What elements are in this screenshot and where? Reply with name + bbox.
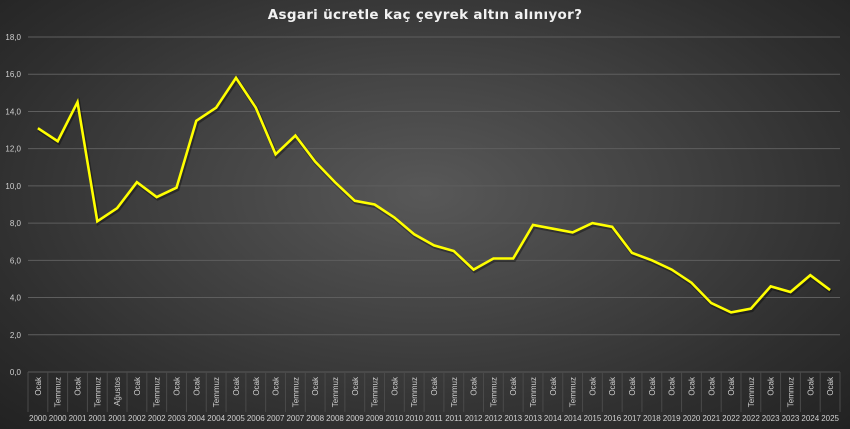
x-month-label: Ocak bbox=[608, 376, 617, 396]
x-month-label: Ocak bbox=[390, 376, 399, 396]
y-tick-label: 6,0 bbox=[10, 256, 22, 265]
x-year-label: 2014 bbox=[544, 414, 562, 423]
x-month-label: Ocak bbox=[133, 376, 142, 396]
x-month-label: Ocak bbox=[668, 376, 677, 396]
x-year-label: 2008 bbox=[306, 414, 324, 423]
x-month-label: Ocak bbox=[252, 376, 261, 396]
x-year-label: 2013 bbox=[504, 414, 522, 423]
x-month-label: Temmuz bbox=[212, 377, 221, 407]
x-month-label: Ocak bbox=[430, 376, 439, 396]
x-year-label: 2005 bbox=[227, 414, 245, 423]
x-year-label: 2013 bbox=[524, 414, 542, 423]
x-year-label: 2004 bbox=[207, 414, 225, 423]
x-year-label: 2018 bbox=[643, 414, 661, 423]
x-month-label: Ocak bbox=[826, 376, 835, 396]
x-year-label: 2000 bbox=[49, 414, 67, 423]
x-month-label: Temmuz bbox=[54, 377, 63, 407]
x-year-label: 2002 bbox=[128, 414, 146, 423]
x-year-label: 2001 bbox=[108, 414, 126, 423]
x-month-label: Ocak bbox=[351, 376, 360, 396]
x-month-label: Temmuz bbox=[410, 377, 419, 407]
x-year-label: 2015 bbox=[584, 414, 602, 423]
x-month-label: Ocak bbox=[806, 376, 815, 396]
chart-title: Asgari ücretle kaç çeyrek altın alınıyor… bbox=[267, 7, 583, 23]
x-year-label: 2023 bbox=[782, 414, 800, 423]
x-month-label: Temmuz bbox=[93, 377, 102, 407]
x-month-label: Ocak bbox=[767, 376, 776, 396]
x-year-label: 2002 bbox=[148, 414, 166, 423]
y-tick-label: 14,0 bbox=[5, 107, 21, 116]
x-month-label: Temmuz bbox=[371, 377, 380, 407]
series-line bbox=[37, 75, 831, 314]
x-month-label: Ocak bbox=[272, 376, 281, 396]
y-axis: 0,0 2,0 4,0 6,0 8,0 10,0 12,0 14,0 16,0 18,0 bbox=[5, 33, 21, 377]
x-month-label: Ocak bbox=[707, 376, 716, 396]
x-year-label: 2003 bbox=[168, 414, 186, 423]
x-year-label: 2019 bbox=[663, 414, 681, 423]
x-year-label: 2001 bbox=[88, 414, 106, 423]
x-year-label: 2009 bbox=[366, 414, 384, 423]
x-month-label: Ocak bbox=[470, 376, 479, 396]
x-month-label: Temmuz bbox=[529, 377, 538, 407]
x-year-label: 2009 bbox=[346, 414, 364, 423]
x-year-label: 2022 bbox=[742, 414, 760, 423]
x-month-label: Ocak bbox=[648, 376, 657, 396]
x-year-label: 2008 bbox=[326, 414, 344, 423]
x-year-label: 2012 bbox=[465, 414, 483, 423]
y-tick-label: 18,0 bbox=[5, 33, 21, 42]
x-year-label: 2011 bbox=[445, 414, 463, 423]
x-month-label: Ağustos bbox=[113, 377, 122, 406]
y-tick-label: 8,0 bbox=[10, 219, 22, 228]
x-month-label: Ocak bbox=[311, 376, 320, 396]
x-year-label: 2007 bbox=[286, 414, 304, 423]
x-year-label: 2023 bbox=[762, 414, 780, 423]
x-year-label: 2014 bbox=[564, 414, 582, 423]
x-year-label: 2024 bbox=[801, 414, 819, 423]
x-year-label: 2012 bbox=[485, 414, 503, 423]
x-year-label: 2010 bbox=[385, 414, 403, 423]
x-year-label: 2006 bbox=[247, 414, 265, 423]
y-tick-label: 0,0 bbox=[10, 368, 22, 377]
x-year-label: 2010 bbox=[405, 414, 423, 423]
x-month-label: Temmuz bbox=[291, 377, 300, 407]
x-year-label: 2017 bbox=[623, 414, 641, 423]
x-month-label: Ocak bbox=[34, 376, 43, 396]
y-tick-label: 2,0 bbox=[10, 331, 22, 340]
y-tick-label: 16,0 bbox=[5, 70, 21, 79]
x-month-label: Temmuz bbox=[489, 377, 498, 407]
x-month-label: Temmuz bbox=[331, 377, 340, 407]
x-year-label: 2021 bbox=[702, 414, 720, 423]
x-month-label: Temmuz bbox=[450, 377, 459, 407]
x-year-label: 2007 bbox=[267, 414, 285, 423]
x-year-label: 2020 bbox=[683, 414, 701, 423]
x-year-label: 2001 bbox=[69, 414, 87, 423]
y-tick-label: 4,0 bbox=[10, 294, 22, 303]
y-tick-label: 12,0 bbox=[5, 145, 21, 154]
x-month-label: Ocak bbox=[628, 376, 637, 396]
x-year-label: 2016 bbox=[603, 414, 621, 423]
x-month-label: Temmuz bbox=[153, 377, 162, 407]
y-tick-label: 10,0 bbox=[5, 182, 21, 191]
x-year-label: 2000 bbox=[29, 414, 47, 423]
x-month-label: Ocak bbox=[549, 376, 558, 396]
data-series bbox=[37, 75, 833, 316]
x-month-label: Temmuz bbox=[747, 377, 756, 407]
x-year-label: 2022 bbox=[722, 414, 740, 423]
x-month-label: Ocak bbox=[588, 376, 597, 396]
x-month-label: Ocak bbox=[173, 376, 182, 396]
x-year-label: 2004 bbox=[187, 414, 205, 423]
y-gridlines bbox=[28, 36, 840, 373]
x-month-label: Ocak bbox=[687, 376, 696, 396]
x-month-label: Temmuz bbox=[569, 377, 578, 407]
x-month-label: Temmuz bbox=[786, 377, 795, 407]
x-month-label: Ocak bbox=[509, 376, 518, 396]
x-year-label: 2011 bbox=[425, 414, 443, 423]
x-axis: Ocak 2000 Temmuz 2000 Ocak 2001 Temmuz 2001 Ağus… bbox=[27, 372, 841, 423]
x-month-label: Ocak bbox=[74, 376, 83, 396]
x-year-label: 2025 bbox=[821, 414, 839, 423]
x-month-label: Ocak bbox=[232, 376, 241, 396]
x-month-label: Ocak bbox=[727, 376, 736, 396]
x-month-label: Ocak bbox=[192, 376, 201, 396]
